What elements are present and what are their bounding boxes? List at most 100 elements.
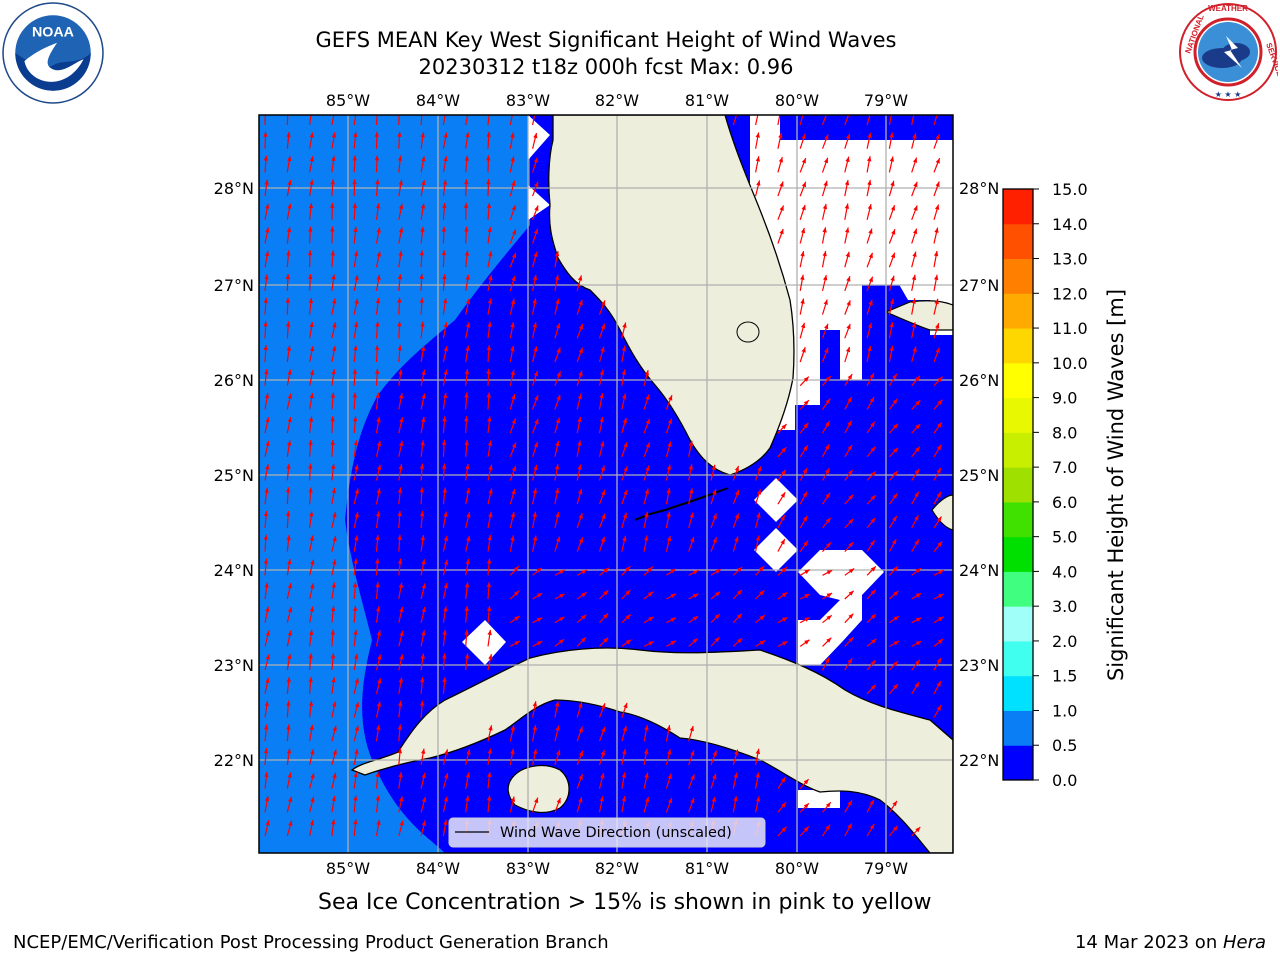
wave-arrow-head [802,515,808,522]
wave-arrow-head [486,345,492,351]
wave-arrow-head [309,156,314,162]
right-tick-label: 26°N [959,371,999,390]
wave-arrow-head [353,772,358,778]
wave-arrow-head [287,180,292,186]
wave-arrow-head [536,567,542,573]
wave-arrow-head [555,323,561,329]
wave-arrow-head [688,464,693,470]
wave-arrow-head [826,637,832,643]
wave-arrow-head [376,511,381,517]
wave-arrow-head [912,109,916,114]
wave-arrow-head [286,463,291,469]
wave-arrow-head [486,179,491,185]
wave-arrow-head [488,464,493,470]
wave-arrow-head [892,423,898,429]
wave-arrow-head [781,424,787,430]
wave-arrow-head [264,771,269,778]
wave-arrow-head [486,605,492,612]
wave-arrow-head [936,444,942,451]
top-tick-label: 85°W [326,91,370,110]
wave-arrow-head [464,226,469,232]
wave-arrow-head [310,796,315,803]
colorbar-segment [1003,501,1033,538]
wave-arrow-head [354,488,359,494]
wave-arrow-head [286,748,292,754]
isle-of-youth-land [507,764,570,814]
wave-arrow-head [666,464,671,470]
wave-arrow-head [625,566,631,572]
wave-arrow-head [532,701,537,707]
wave-arrow-head [599,796,604,802]
wave-arrow-head [915,659,920,665]
wave-arrow-head [421,630,426,636]
wave-arrow-head [398,369,403,375]
colorbar-tick-label: 9.0 [1052,389,1077,408]
wave-arrow-head [511,418,516,424]
wave-arrow-shaft [821,115,827,126]
wave-arrow-head [332,772,337,779]
wave-arrow-head [871,639,877,644]
wave-arrow-head [442,463,447,469]
wave-arrow-head [263,321,268,327]
wave-arrow-head [331,582,336,588]
wave-arrow-head [264,582,269,588]
wave-arrow-head [331,819,336,825]
wave-arrow-head [510,512,515,518]
wave-arrow-head [353,629,358,635]
wave-arrow-head [892,800,897,807]
wave-arrow-head [330,439,335,445]
wave-arrow-head [870,589,876,595]
wave-arrow-head [912,251,917,257]
wave-arrow-head [534,797,539,804]
wave-arrow-head [421,156,426,162]
wave-arrow-head [286,250,291,256]
wave-arrow-head [353,416,358,422]
wave-arrow-head [464,369,470,375]
wave-arrow-head [714,637,720,643]
wave-arrow-head [623,702,628,709]
wave-arrow-head [465,795,470,801]
wave-arrow-head [330,179,335,185]
wave-arrow-head [733,796,738,802]
colorbar-tick-label: 1.0 [1052,701,1077,720]
wave-arrow-head [890,252,896,259]
wave-arrow-head [354,512,359,518]
wave-arrow-head [419,700,425,706]
wave-arrow-head [465,274,470,280]
wave-arrow-head [419,511,425,517]
wave-arrow-head [376,701,381,707]
florida-keys [634,487,729,521]
wave-arrow-head [397,274,403,280]
wave-arrow-head [800,251,805,257]
wave-arrow-head [603,590,609,596]
wave-arrow-head [309,535,314,541]
wave-arrow-head [578,299,583,306]
wave-arrow-head [533,251,538,258]
wave-arrow-head [309,132,314,138]
wave-arrow-head [419,273,424,279]
wave-arrow-head [352,179,357,185]
wave-arrow-head [265,464,270,470]
wave-arrow-head [466,749,471,755]
wave-arrow-head [441,439,447,445]
wave-arrow-head [308,274,313,280]
wave-arrow-head [825,517,831,523]
wave-arrow-head [487,416,492,422]
wave-arrow-head [264,724,269,730]
colorbar-tick-label: 12.0 [1052,284,1088,303]
wave-arrow-head [870,684,876,690]
wave-arrow-head [937,541,943,547]
wave-arrow-head [286,132,291,138]
wave-arrow-head [264,274,269,280]
wave-arrow-head [889,298,895,305]
wave-arrow-head [936,657,942,664]
wave-arrow-head [848,469,853,476]
wave-arrow-head [667,418,672,424]
colorbar-frame [1002,188,1034,781]
wave-arrow-head [330,202,335,208]
wave-arrow-head [601,300,606,306]
wave-arrow-head [755,535,760,541]
wave-arrow-head [510,796,516,802]
wave-arrow-head [801,181,806,188]
wave-arrow-head [556,371,561,377]
